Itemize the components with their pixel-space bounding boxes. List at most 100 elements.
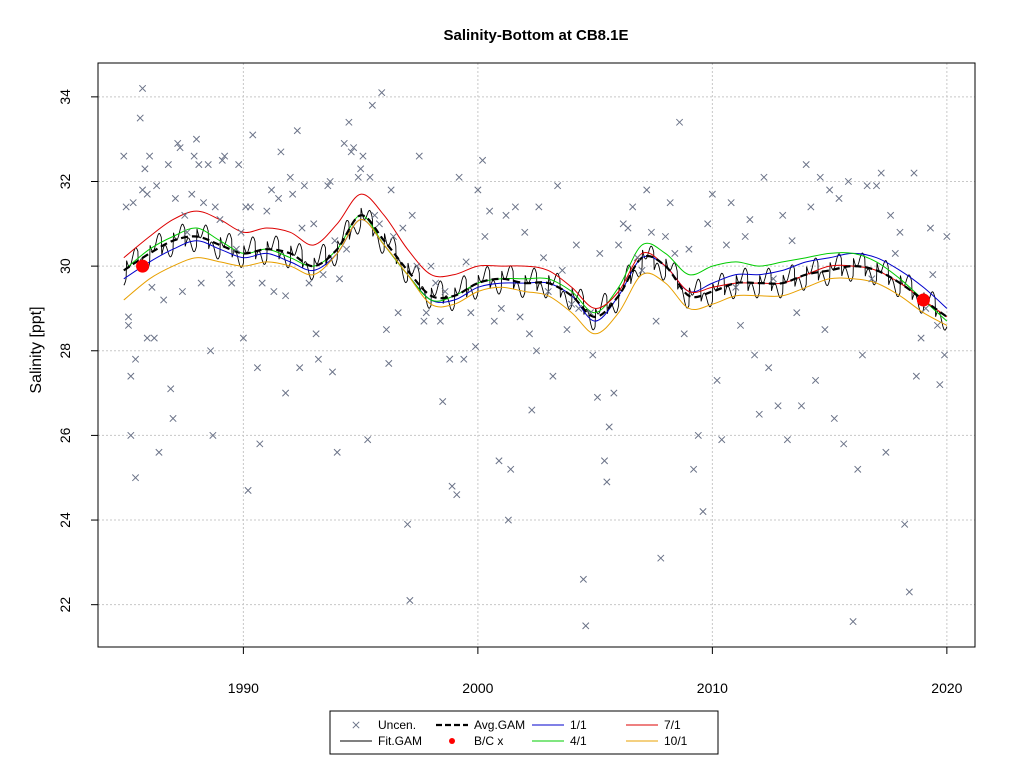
data-point-uncen — [131, 355, 140, 363]
data-point-uncen — [221, 152, 229, 160]
data-point-uncen — [347, 148, 355, 156]
data-point-uncen — [368, 101, 376, 109]
data-point-uncen — [183, 228, 191, 236]
data-point-uncen — [544, 287, 552, 296]
data-point-uncen — [511, 203, 519, 211]
data-point-uncen — [905, 588, 913, 596]
data-point-uncen — [858, 351, 866, 359]
data-point-uncen — [218, 156, 226, 164]
data-point-uncen — [375, 220, 383, 228]
data-point-uncen — [340, 139, 348, 147]
data-point-uncen — [312, 330, 320, 338]
data-point-uncen — [844, 177, 852, 186]
data-point-uncen — [854, 465, 862, 473]
data-point-uncen — [563, 326, 571, 334]
legend-label: 7/1 — [664, 718, 681, 732]
data-point-uncen — [572, 241, 580, 249]
data-point-uncen — [647, 228, 655, 236]
data-point-uncen — [652, 317, 660, 325]
data-point-uncen — [549, 372, 557, 380]
data-point-uncen — [199, 199, 208, 207]
data-point-uncen — [228, 279, 236, 287]
y-axis-label: Salinity [ppt] — [28, 306, 45, 393]
data-point-uncen — [237, 228, 245, 236]
legend-item: 7/1 — [626, 718, 681, 732]
data-point-uncen — [209, 431, 217, 439]
data-point-uncen — [385, 359, 393, 368]
data-point-uncen — [181, 211, 189, 219]
data-point-uncen — [929, 271, 937, 279]
legend-label: B/C x — [474, 734, 503, 748]
data-point-uncen — [643, 186, 651, 194]
data-point-uncen — [345, 118, 353, 126]
data-point-uncen — [671, 249, 679, 257]
x-tick-label: 1990 — [228, 680, 259, 696]
series-4-1 — [123, 214, 948, 322]
data-point-uncen — [722, 241, 730, 249]
data-point-uncen — [872, 182, 881, 190]
data-point-uncen — [495, 457, 503, 465]
data-point-uncen — [427, 262, 435, 270]
data-point-uncen — [579, 575, 587, 583]
data-point-uncen — [141, 165, 149, 173]
axes: 1990 2000 2010 2020 22 24 26 28 30 32 34 — [57, 89, 963, 696]
data-point-uncen — [382, 326, 390, 334]
data-point-uncen — [225, 271, 233, 279]
data-point-uncen — [797, 402, 806, 410]
data-point-uncen — [685, 245, 693, 253]
data-point-uncen — [568, 300, 576, 308]
data-point-uncen — [420, 317, 428, 325]
data-point-uncen — [638, 266, 646, 274]
data-point-uncen — [403, 520, 412, 528]
data-point-uncen — [422, 309, 430, 317]
data-point-uncen — [896, 228, 904, 236]
data-point-uncen — [741, 232, 749, 241]
data-point-uncen — [882, 448, 890, 456]
data-point-uncen — [708, 190, 716, 198]
data-point-uncen — [146, 152, 154, 160]
data-point-uncen — [765, 364, 773, 372]
data-point-uncen — [802, 161, 810, 169]
data-point-uncen — [343, 245, 351, 253]
data-point-uncen — [455, 173, 463, 181]
data-point-uncen — [448, 482, 456, 490]
data-point-uncen — [354, 173, 362, 181]
data-point-uncen — [357, 165, 365, 173]
data-point-uncen — [497, 304, 505, 313]
data-point-uncen — [558, 266, 566, 274]
data-point-uncen — [446, 355, 454, 363]
data-point-uncen — [399, 224, 407, 232]
data-point-uncen — [769, 275, 777, 283]
data-point-uncen — [249, 131, 257, 139]
data-point-uncen — [774, 402, 782, 410]
data-point-uncen — [441, 287, 449, 296]
data-point-uncen — [490, 317, 498, 325]
data-point-uncen — [263, 207, 271, 215]
data-point-uncen — [713, 376, 721, 384]
data-point-uncen — [286, 173, 294, 181]
y-tick-label: 26 — [57, 427, 73, 443]
data-point-uncen — [394, 309, 402, 317]
data-point-uncen — [877, 169, 885, 177]
data-point-uncen — [479, 156, 487, 164]
data-point-uncen — [633, 254, 641, 262]
legend-item: 4/1 — [532, 734, 587, 748]
data-point-uncen — [910, 169, 918, 177]
data-point-uncen — [793, 309, 801, 317]
data-point-uncen — [136, 114, 144, 122]
data-point-uncen — [129, 199, 137, 207]
data-point-uncen — [666, 199, 674, 207]
data-point-uncen — [138, 84, 147, 92]
data-point-uncen — [171, 194, 179, 202]
y-tick-label: 28 — [57, 343, 73, 359]
data-point-uncen — [917, 334, 925, 342]
legend-item: Uncen. — [352, 718, 416, 732]
data-point-uncen — [933, 321, 942, 329]
data-point-uncen — [192, 135, 201, 143]
data-point-uncen — [603, 478, 611, 486]
data-point-uncen — [195, 161, 203, 169]
data-point-uncen — [371, 211, 379, 219]
data-point-uncen — [912, 372, 920, 380]
data-point-uncen — [868, 275, 876, 283]
